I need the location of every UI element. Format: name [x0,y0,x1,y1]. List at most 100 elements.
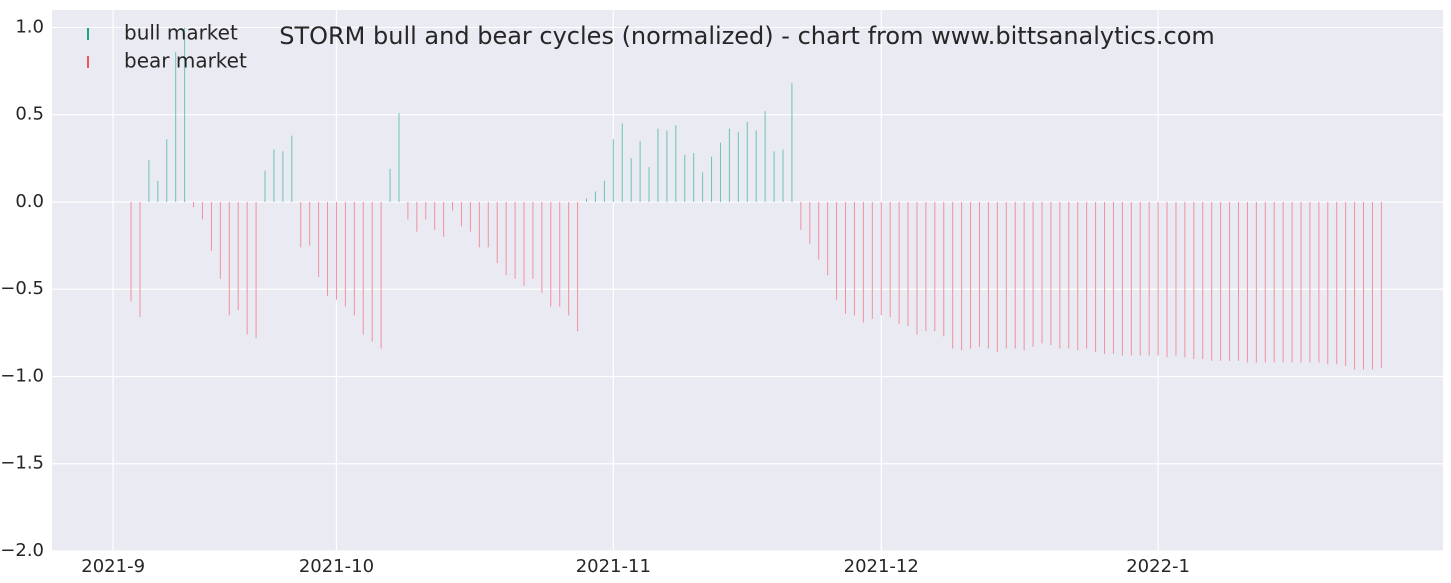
bar [568,201,570,316]
bar [809,201,811,244]
bar [1068,201,1070,349]
bar [970,201,972,349]
bar [496,201,498,264]
bar [862,201,864,323]
y-tick-label: 0.0 [15,191,44,212]
bar [550,201,552,307]
x-tick-label: 2021-9 [81,556,145,577]
y-tick-label: −1.0 [0,365,44,386]
bar [836,201,838,300]
bar [791,83,793,202]
bar [1104,201,1106,354]
bar [407,201,409,220]
bar [460,201,462,227]
bar [755,130,757,202]
bar [559,201,561,307]
bar [666,130,668,202]
bar [1041,201,1043,344]
bar [505,201,507,276]
x-tick-label: 2021-10 [299,556,374,577]
bar [1014,201,1016,349]
bar [764,111,766,202]
bar [1229,201,1231,361]
bar [1121,201,1123,356]
bar [148,160,150,202]
bar [353,201,355,316]
bar [166,139,168,202]
bar [291,135,293,202]
bar [1086,201,1088,349]
bar [523,201,525,286]
bar [1023,201,1025,351]
bar [880,201,882,316]
bar [657,128,659,202]
bar [344,201,346,307]
x-tick-label: 2021-12 [844,556,919,577]
bar [961,201,963,351]
bar [1157,201,1159,356]
bar [380,201,382,349]
bar [1175,201,1177,356]
bar [1246,201,1248,363]
bar [255,201,257,339]
bar [925,201,927,332]
bar [201,201,203,220]
bar [1202,201,1204,360]
bar [898,201,900,325]
bar [1095,201,1097,353]
bar [1032,201,1034,347]
y-tick-label: 0.5 [15,104,44,125]
bar [228,201,230,316]
bar [1139,201,1141,356]
bar [603,181,605,202]
bar [827,201,829,276]
bar [612,139,614,202]
bar [1112,201,1114,354]
bar [157,181,159,202]
bar [1166,201,1168,358]
bar [541,201,543,293]
bar [577,201,579,332]
plot-area [52,10,1443,551]
legend-marker [87,28,89,40]
bar [684,154,686,202]
bar [1264,201,1266,363]
bar [335,201,337,300]
bar [728,128,730,202]
bar [1255,201,1257,363]
bar [1336,201,1338,365]
bar [871,201,873,319]
bar [1220,201,1222,361]
bar [487,201,489,248]
bar [1050,201,1052,346]
bar [737,132,739,202]
bar [1354,201,1356,370]
legend-marker [87,56,89,68]
bar [1291,201,1293,363]
bar [1273,201,1275,363]
bar [639,140,641,202]
y-tick-label: 1.0 [15,16,44,37]
bar [1371,201,1373,370]
legend-label: bear market [124,49,247,73]
bar [845,201,847,314]
bar [246,201,248,335]
bar [648,167,650,202]
bar [1211,201,1213,361]
bar [193,201,195,208]
bar [987,201,989,349]
bar [818,201,820,260]
bar [630,158,632,202]
bar [434,201,436,230]
x-tick-label: 2021-11 [576,556,651,577]
bar [532,201,534,279]
bar [300,201,302,248]
bar [1380,201,1382,368]
bar [907,201,909,326]
bar [309,201,311,246]
bar [1184,201,1186,358]
chart-title: STORM bull and bear cycles (normalized) … [279,22,1215,50]
bar [514,201,516,279]
bar [1130,201,1132,356]
bar [237,201,239,311]
